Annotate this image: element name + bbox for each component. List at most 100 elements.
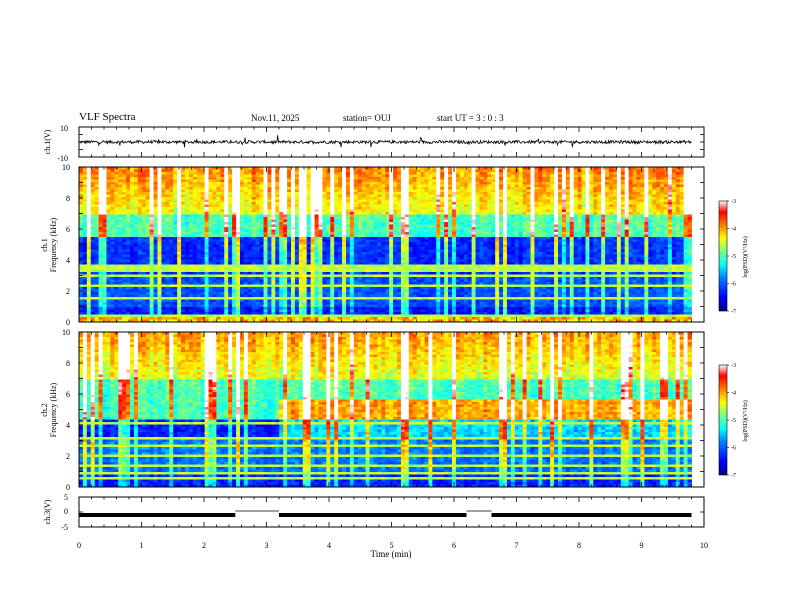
spectrogram-cell bbox=[157, 242, 162, 245]
spectrogram-cell bbox=[318, 204, 323, 208]
spectrogram-cell bbox=[153, 262, 158, 265]
spectrogram-cell bbox=[196, 277, 202, 280]
spectrogram-cell bbox=[377, 209, 382, 213]
spectrogram-cell bbox=[165, 222, 170, 225]
spectrogram-cell bbox=[181, 279, 186, 283]
spectrogram-cell bbox=[345, 229, 351, 233]
spectrogram-cell bbox=[377, 224, 382, 228]
spectrogram-cell bbox=[381, 304, 386, 308]
spectrogram-cell bbox=[130, 182, 135, 185]
spectrogram-cell bbox=[302, 299, 308, 303]
spectrogram-cell bbox=[326, 284, 331, 288]
spectrogram-cell bbox=[126, 307, 131, 310]
spectrogram-cell bbox=[239, 259, 245, 263]
spectrogram-cell bbox=[342, 234, 347, 238]
spectrogram-cell bbox=[161, 314, 166, 318]
spectrogram-cell bbox=[145, 234, 151, 238]
spectrogram-cell bbox=[200, 254, 206, 258]
spectrogram-cell bbox=[283, 304, 288, 308]
spectrogram-cell bbox=[349, 214, 355, 218]
spectrogram-cell bbox=[294, 294, 300, 298]
spectrogram-cell bbox=[220, 174, 225, 178]
spectrogram-cell bbox=[130, 189, 135, 193]
spectrogram-cell bbox=[298, 219, 304, 223]
spectrogram-cell bbox=[110, 217, 115, 220]
spectrogram-cell bbox=[192, 309, 198, 313]
spectrogram-cell bbox=[114, 232, 119, 235]
spectrogram-cell bbox=[114, 227, 119, 230]
spectrogram-cell bbox=[275, 234, 280, 238]
spectrogram-cell bbox=[82, 307, 88, 310]
spectrogram-cell bbox=[90, 189, 96, 193]
spectrogram-cell bbox=[247, 209, 253, 213]
spectrogram-cell bbox=[185, 174, 190, 178]
spectrogram-cell bbox=[275, 224, 280, 228]
spectrogram-cell bbox=[271, 229, 276, 233]
spectrogram-cell bbox=[310, 184, 315, 188]
spectrogram-cell bbox=[326, 244, 331, 248]
spectrogram-cell bbox=[145, 189, 151, 193]
spectrogram-cell bbox=[141, 312, 147, 315]
spectrogram-cell bbox=[287, 319, 292, 323]
spectrogram-cell bbox=[98, 179, 103, 183]
spectrogram-cell bbox=[114, 282, 119, 285]
spectrogram-cell bbox=[279, 177, 284, 180]
spectrogram-cell bbox=[220, 312, 225, 315]
spectrogram-cell bbox=[373, 279, 378, 283]
spectrogram-cell bbox=[345, 202, 351, 205]
spectrogram-cell bbox=[247, 277, 253, 280]
spectrogram-cell bbox=[239, 302, 245, 305]
spectrogram-cell bbox=[251, 194, 257, 198]
spectrogram-cell bbox=[114, 287, 119, 290]
spectrogram-cell bbox=[373, 292, 378, 295]
spectrogram-cell bbox=[188, 189, 194, 193]
spectrogram-cell bbox=[141, 252, 147, 255]
spectrogram-cell bbox=[357, 304, 363, 308]
spectrogram-cell bbox=[306, 179, 312, 183]
spectrogram-cell bbox=[137, 252, 143, 255]
spectrogram-cell bbox=[185, 297, 190, 300]
spectrogram-cell bbox=[302, 202, 308, 205]
spectrogram-cell bbox=[82, 179, 88, 183]
spectrogram-cell bbox=[357, 252, 363, 255]
spectrogram-cell bbox=[220, 199, 225, 203]
spectrogram-cell bbox=[216, 197, 221, 200]
spectrogram-cell bbox=[251, 229, 257, 233]
spectrogram-cell bbox=[157, 177, 162, 180]
spectrogram-cell bbox=[90, 274, 96, 278]
spectrogram-cell bbox=[114, 207, 119, 210]
spectrogram-cell bbox=[361, 252, 367, 255]
spectrogram-cell bbox=[212, 314, 217, 318]
spectrogram-cell bbox=[271, 304, 276, 308]
spectrogram-cell bbox=[373, 299, 378, 303]
spectrogram-cell bbox=[275, 264, 280, 268]
spectrogram-cell bbox=[361, 262, 367, 265]
spectrogram-cell bbox=[188, 312, 194, 315]
spectrogram-cell bbox=[287, 299, 292, 303]
spectrogram-cell bbox=[188, 294, 194, 298]
spectrogram-cell bbox=[259, 319, 264, 323]
spectrogram-cell bbox=[259, 207, 264, 210]
spectrogram-cell bbox=[90, 317, 96, 320]
spectrogram-cell bbox=[314, 179, 319, 183]
spectrogram-cell bbox=[334, 227, 339, 230]
spectrogram-cell bbox=[161, 317, 166, 320]
spectrogram-cell bbox=[90, 299, 96, 303]
spectrogram-cell bbox=[291, 182, 296, 185]
spectrogram-cell bbox=[185, 227, 190, 230]
spectrogram-cell bbox=[279, 269, 284, 273]
spectrogram-cell bbox=[153, 282, 158, 285]
spectrogram-cell bbox=[287, 314, 292, 318]
spectrogram-cell bbox=[255, 247, 261, 250]
spectrogram-cell bbox=[165, 282, 170, 285]
spectrogram-cell bbox=[275, 314, 280, 318]
spectrogram-cell bbox=[298, 242, 304, 245]
spectrogram-cell bbox=[251, 232, 257, 235]
spectrogram-cell bbox=[247, 284, 253, 288]
spectrogram-cell bbox=[338, 212, 343, 215]
spectrogram-cell bbox=[306, 224, 312, 228]
spectrogram-cell bbox=[271, 242, 276, 245]
spectrogram-cell bbox=[169, 289, 174, 293]
spectrogram-cell bbox=[310, 262, 315, 265]
spectrogram-cell bbox=[381, 299, 386, 303]
